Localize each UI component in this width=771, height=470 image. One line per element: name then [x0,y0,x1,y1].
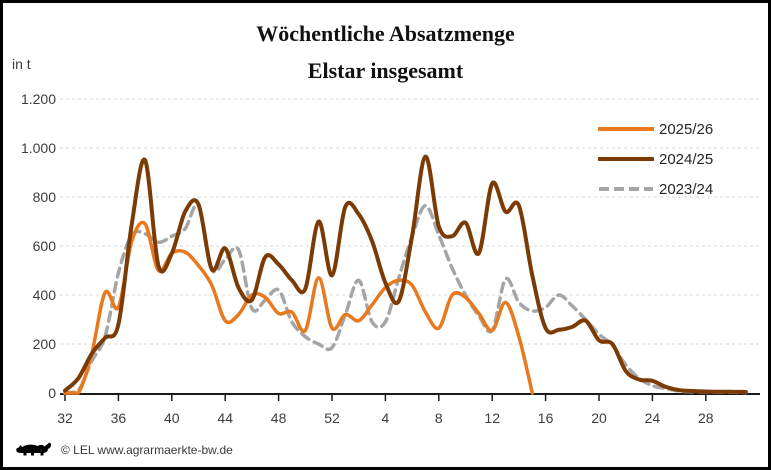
legend-line-swatch [598,157,654,161]
chart-title: Wöchentliche Absatzmenge Elstar insgesam… [3,15,768,89]
legend-item-2024-25: 2024/25 [598,144,713,174]
y-axis-unit-label: in t [12,56,31,72]
x-tick-label: 20 [591,410,607,426]
legend-line-swatch [599,187,653,191]
legend-item-2025-26: 2025/26 [598,114,713,144]
x-tick-label: 12 [484,410,500,426]
y-tick-label: 1.000 [21,140,56,156]
legend-label: 2024/25 [659,150,714,168]
x-tick-label: 28 [698,410,714,426]
line-chart-plot: 32 36 40 44 48 52 4 8 12 16 20 24 281.2001.000800600… [21,91,760,426]
series-2023-24-line [63,202,748,395]
y-tick-label: 400 [33,287,57,303]
y-tick-label: 200 [33,336,57,352]
x-tick-label: 32 [57,410,73,426]
legend-label: 2025/26 [659,120,714,138]
x-tick-label: 24 [645,410,661,426]
chart-title-line1: Wöchentliche Absatzmenge [256,21,515,46]
x-tick-label: 52 [324,410,340,426]
bw-lion-logo [16,442,52,456]
x-tick-label: 48 [271,410,287,426]
x-tick-label: 8 [435,410,443,426]
legend-label: 2023/24 [659,180,714,198]
copyright-text: © LEL www.agrarmaerkte-bw.de [61,443,233,457]
y-tick-label: 0 [48,385,56,401]
chart-title-line2: Elstar insgesamt [307,58,464,83]
x-tick-label: 4 [382,410,390,426]
x-tick-label: 36 [111,410,127,426]
series-2025-26-line [63,220,535,395]
legend-line-swatch [598,127,654,131]
y-tick-label: 600 [33,238,57,254]
x-tick-label: 44 [217,410,233,426]
x-tick-label: 40 [164,410,180,426]
legend-item-2023-24: 2023/24 [598,174,713,204]
series-2024-25-line [63,154,748,394]
y-tick-label: 1.200 [21,91,56,107]
legend: 2025/26 2024/25 2023/24 [598,114,713,204]
x-tick-label: 16 [538,410,554,426]
y-tick-label: 800 [33,189,57,205]
footer: © LEL www.agrarmaerkte-bw.de [14,441,233,459]
